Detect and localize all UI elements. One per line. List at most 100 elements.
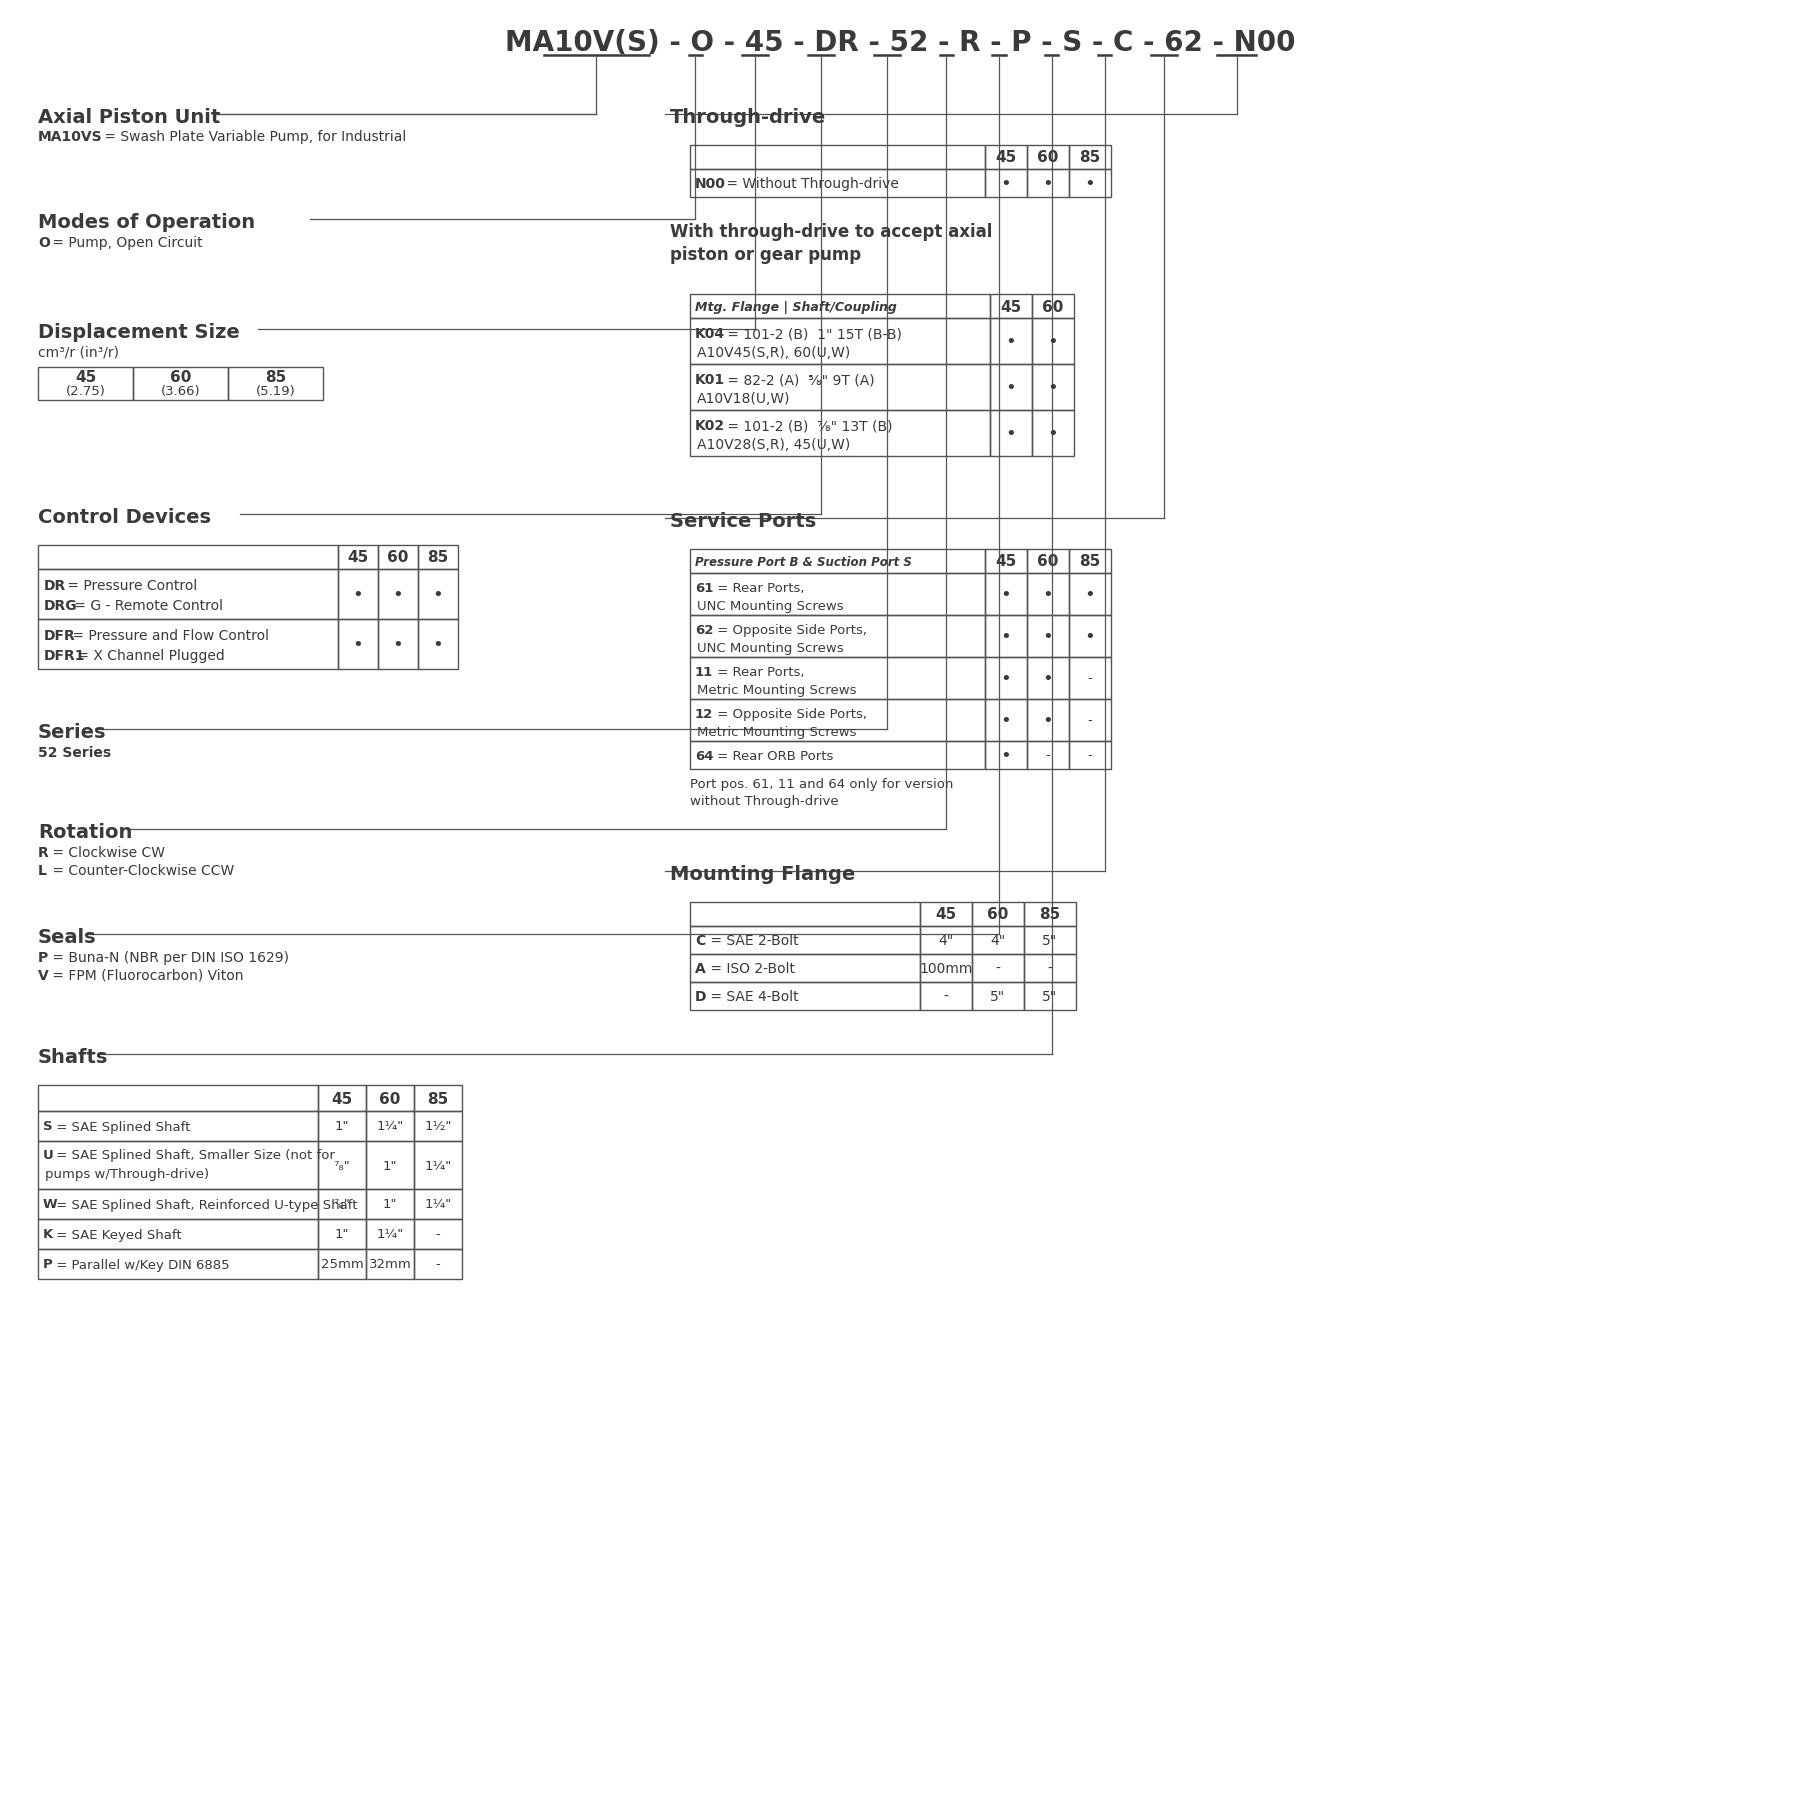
Bar (338, 546, 378, 569)
Text: •: • (353, 636, 364, 654)
Text: = Rear Ports,: = Rear Ports, (713, 582, 805, 595)
Text: W: W (43, 1198, 58, 1211)
Text: -: - (1046, 750, 1051, 763)
Text: O: O (38, 237, 50, 249)
Bar (689, 902, 920, 927)
Text: K01: K01 (695, 372, 725, 387)
Bar (1028, 699, 1069, 741)
Text: Rotation: Rotation (38, 822, 133, 842)
Text: Metric Mounting Screws: Metric Mounting Screws (697, 683, 857, 698)
Bar (338, 569, 378, 620)
Bar (319, 1086, 365, 1111)
Text: = Pressure Control: = Pressure Control (63, 578, 198, 593)
Text: 85: 85 (427, 549, 448, 566)
Text: A10V45(S,R), 60(U,W): A10V45(S,R), 60(U,W) (697, 345, 850, 360)
Bar (338, 620, 378, 670)
Text: •: • (1042, 175, 1053, 193)
Bar (1024, 902, 1076, 927)
Text: 1¼": 1¼" (376, 1227, 403, 1241)
Bar (1069, 573, 1111, 616)
Text: 60: 60 (988, 907, 1008, 922)
Bar (319, 1249, 365, 1279)
Text: = Counter-Clockwise CCW: = Counter-Clockwise CCW (49, 864, 234, 878)
Text: = Pressure and Flow Control: = Pressure and Flow Control (68, 629, 268, 643)
Text: = ISO 2-Bolt: = ISO 2-Bolt (706, 961, 796, 976)
Text: K04: K04 (695, 327, 725, 342)
Text: •: • (392, 636, 403, 654)
Text: 45: 45 (76, 369, 95, 385)
Bar (1031, 318, 1075, 365)
Text: = Pump, Open Circuit: = Pump, Open Circuit (49, 237, 203, 249)
Text: •: • (1085, 585, 1096, 604)
Text: •: • (353, 585, 364, 604)
Text: -: - (1087, 750, 1093, 763)
Text: -: - (1087, 714, 1093, 726)
Bar (1069, 616, 1111, 658)
Text: •: • (1048, 379, 1058, 398)
Text: 45: 45 (331, 1091, 353, 1106)
Text: K: K (43, 1227, 54, 1241)
Bar (689, 146, 985, 170)
Text: A10V18(U,W): A10V18(U,W) (697, 392, 790, 407)
Text: •: • (1042, 585, 1053, 604)
Bar (1031, 295, 1075, 318)
Text: •: • (1042, 627, 1053, 645)
Text: = SAE 4-Bolt: = SAE 4-Bolt (706, 990, 799, 1003)
Text: = Opposite Side Ports,: = Opposite Side Ports, (713, 623, 868, 636)
Text: •: • (1001, 175, 1012, 193)
Text: Pressure Port B & Suction Port S: Pressure Port B & Suction Port S (695, 555, 913, 567)
Text: P: P (38, 950, 49, 965)
Text: •: • (1042, 712, 1053, 730)
Text: Series: Series (38, 723, 106, 741)
Bar (1069, 658, 1111, 699)
Text: 1¼": 1¼" (425, 1198, 452, 1211)
Bar (378, 569, 418, 620)
Bar (418, 620, 457, 670)
Text: = Swash Plate Variable Pump, for Industrial: = Swash Plate Variable Pump, for Industr… (101, 130, 407, 145)
Text: •: • (392, 585, 403, 604)
Text: 60: 60 (387, 549, 409, 566)
Text: -: - (436, 1227, 441, 1241)
Text: 11: 11 (695, 665, 713, 679)
Bar (972, 954, 1024, 983)
Bar (38, 1249, 319, 1279)
Text: 45: 45 (1001, 300, 1022, 314)
Bar (985, 699, 1028, 741)
Bar (319, 1142, 365, 1189)
Bar (414, 1189, 463, 1220)
Text: 1¼": 1¼" (376, 1120, 403, 1133)
Bar (1024, 954, 1076, 983)
Text: •: • (1048, 425, 1058, 443)
Text: R: R (38, 846, 49, 860)
Text: •: • (1001, 712, 1012, 730)
Text: •: • (1001, 585, 1012, 604)
Text: •: • (432, 585, 443, 604)
Text: •: • (1001, 627, 1012, 645)
Text: 60: 60 (169, 369, 191, 385)
Bar (985, 573, 1028, 616)
Bar (920, 954, 972, 983)
Bar (1031, 410, 1075, 457)
Text: 45: 45 (347, 549, 369, 566)
Bar (1028, 573, 1069, 616)
Bar (1028, 741, 1069, 770)
Bar (365, 1220, 414, 1249)
Bar (689, 983, 920, 1010)
Text: -: - (1048, 961, 1053, 976)
Bar (414, 1220, 463, 1249)
Bar (319, 1111, 365, 1142)
Bar (38, 1142, 319, 1189)
Text: = G - Remote Control: = G - Remote Control (70, 598, 223, 613)
Bar (1069, 549, 1111, 573)
Text: Through-drive: Through-drive (670, 108, 826, 126)
Bar (229, 369, 322, 401)
Text: K02: K02 (695, 419, 725, 432)
Text: -: - (943, 990, 949, 1003)
Bar (1069, 146, 1111, 170)
Text: -: - (1087, 672, 1093, 685)
Bar (985, 658, 1028, 699)
Bar (38, 546, 338, 569)
Text: •: • (1006, 332, 1017, 351)
Text: = 101-2 (B)  ⅞" 13T (B): = 101-2 (B) ⅞" 13T (B) (724, 419, 893, 432)
Text: •: • (1042, 670, 1053, 688)
